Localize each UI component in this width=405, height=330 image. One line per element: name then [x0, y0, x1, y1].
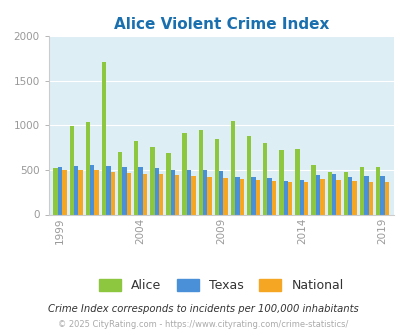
Title: Alice Violent Crime Index: Alice Violent Crime Index: [113, 17, 328, 32]
Bar: [287, 182, 292, 214]
Bar: [234, 177, 239, 214]
Bar: [295, 148, 299, 214]
Bar: [246, 136, 251, 214]
Bar: [138, 167, 143, 214]
Bar: [311, 166, 315, 214]
Bar: [90, 165, 94, 214]
Bar: [198, 130, 202, 214]
Bar: [359, 167, 363, 214]
Bar: [170, 170, 175, 214]
Bar: [134, 141, 138, 214]
Text: Crime Index corresponds to incidents per 100,000 inhabitants: Crime Index corresponds to incidents per…: [47, 304, 358, 314]
Bar: [182, 133, 186, 214]
Bar: [166, 153, 170, 214]
Bar: [202, 170, 207, 214]
Bar: [126, 173, 131, 214]
Bar: [251, 177, 255, 214]
Bar: [53, 168, 58, 214]
Bar: [315, 175, 320, 214]
Bar: [118, 152, 122, 214]
Bar: [320, 179, 324, 215]
Bar: [219, 171, 223, 214]
Bar: [78, 170, 83, 215]
Bar: [175, 175, 179, 214]
Bar: [214, 139, 219, 214]
Bar: [347, 177, 352, 214]
Bar: [106, 166, 110, 214]
Bar: [335, 180, 340, 214]
Bar: [150, 147, 154, 214]
Bar: [379, 176, 384, 214]
Bar: [58, 167, 62, 214]
Bar: [122, 167, 126, 214]
Bar: [186, 170, 191, 214]
Bar: [230, 121, 234, 214]
Bar: [384, 182, 388, 215]
Text: © 2025 CityRating.com - https://www.cityrating.com/crime-statistics/: © 2025 CityRating.com - https://www.city…: [58, 320, 347, 329]
Bar: [158, 174, 163, 214]
Bar: [331, 174, 335, 214]
Bar: [303, 182, 308, 215]
Bar: [271, 181, 275, 214]
Bar: [343, 172, 347, 214]
Bar: [191, 176, 195, 214]
Bar: [94, 170, 98, 214]
Bar: [327, 172, 331, 215]
Bar: [375, 167, 379, 214]
Bar: [363, 176, 368, 214]
Bar: [62, 170, 66, 214]
Bar: [69, 126, 74, 214]
Bar: [283, 181, 287, 214]
Bar: [299, 180, 303, 214]
Bar: [207, 177, 211, 214]
Bar: [154, 168, 158, 214]
Bar: [368, 182, 372, 215]
Bar: [239, 179, 243, 215]
Bar: [279, 150, 283, 214]
Bar: [110, 172, 115, 215]
Legend: Alice, Texas, National: Alice, Texas, National: [94, 274, 348, 297]
Bar: [262, 143, 267, 214]
Bar: [255, 180, 260, 214]
Bar: [223, 178, 227, 214]
Bar: [143, 174, 147, 214]
Bar: [267, 178, 271, 214]
Bar: [74, 166, 78, 214]
Bar: [102, 62, 106, 214]
Bar: [352, 181, 356, 214]
Bar: [85, 122, 90, 214]
